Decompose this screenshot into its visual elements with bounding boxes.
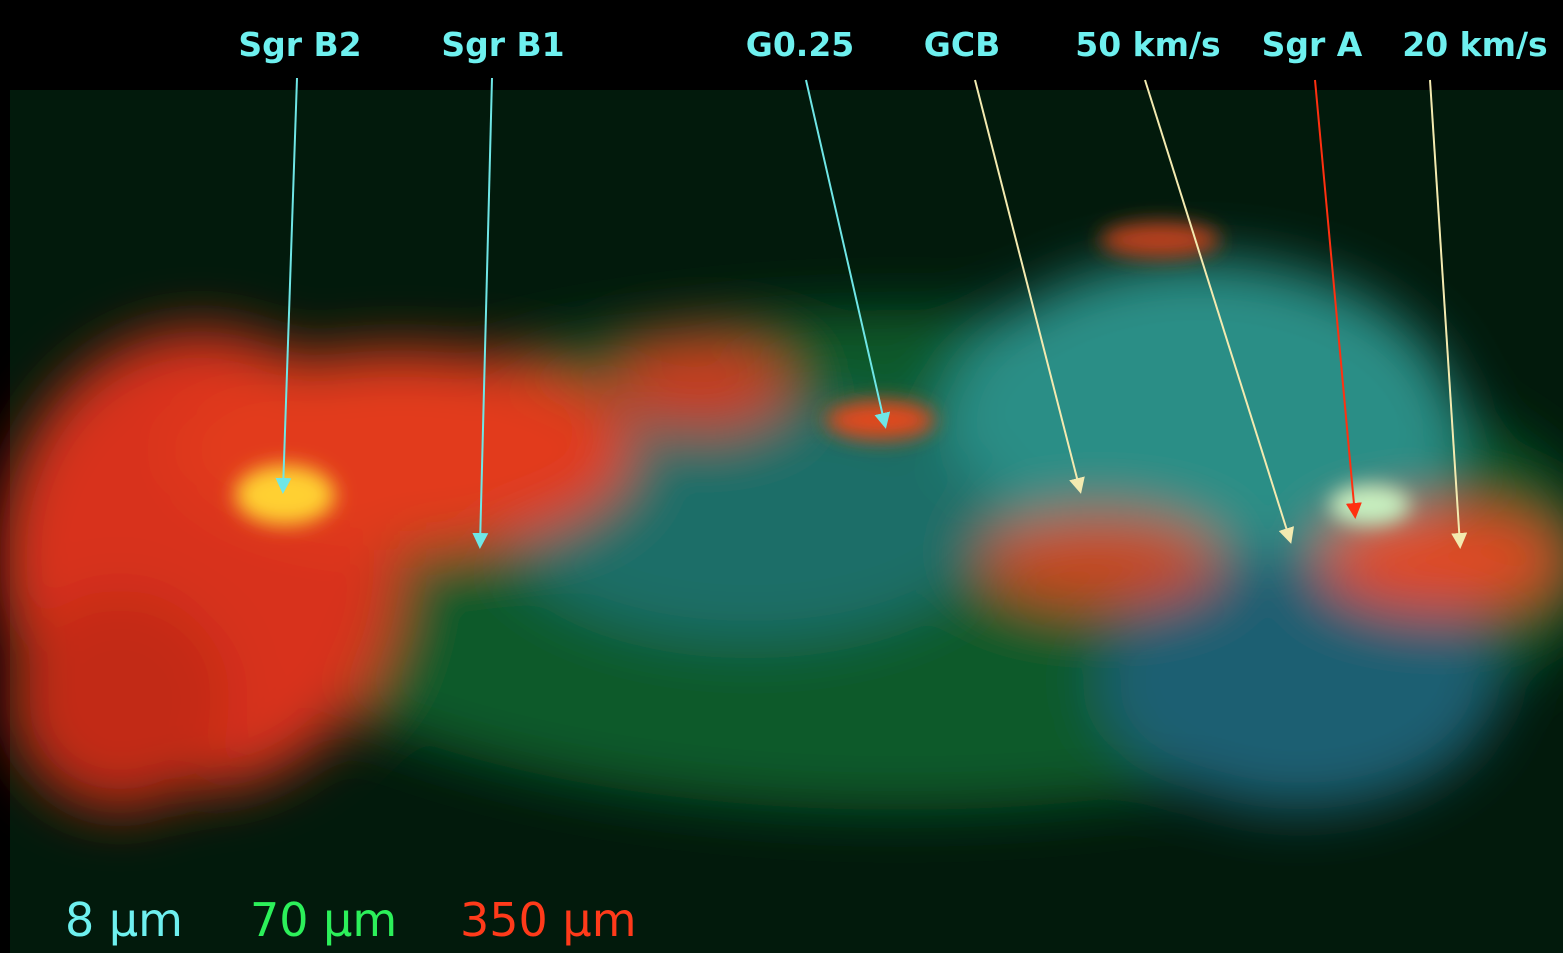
label: 50 km/s [1075,25,1220,64]
figure: Sgr B2 Sgr B1 G0.25 GCB 50 km/s Sgr A 20… [0,0,1563,953]
label: G0.25 [746,25,855,64]
legend-entry: 8 μm [65,893,183,947]
legend: 8 μm 70 μm 350 μm [65,893,637,947]
label: 20 km/s [1402,25,1547,64]
label: Sgr B2 [238,25,361,64]
legend-entry: 350 μm [460,893,637,947]
page: Sgr B2 Sgr B1 G0.25 GCB 50 km/s Sgr A 20… [0,0,1563,953]
label: Sgr B1 [441,25,564,64]
label: GCB [924,25,1000,64]
label: Sgr A [1262,25,1363,64]
legend-entry: 70 μm [250,893,397,947]
